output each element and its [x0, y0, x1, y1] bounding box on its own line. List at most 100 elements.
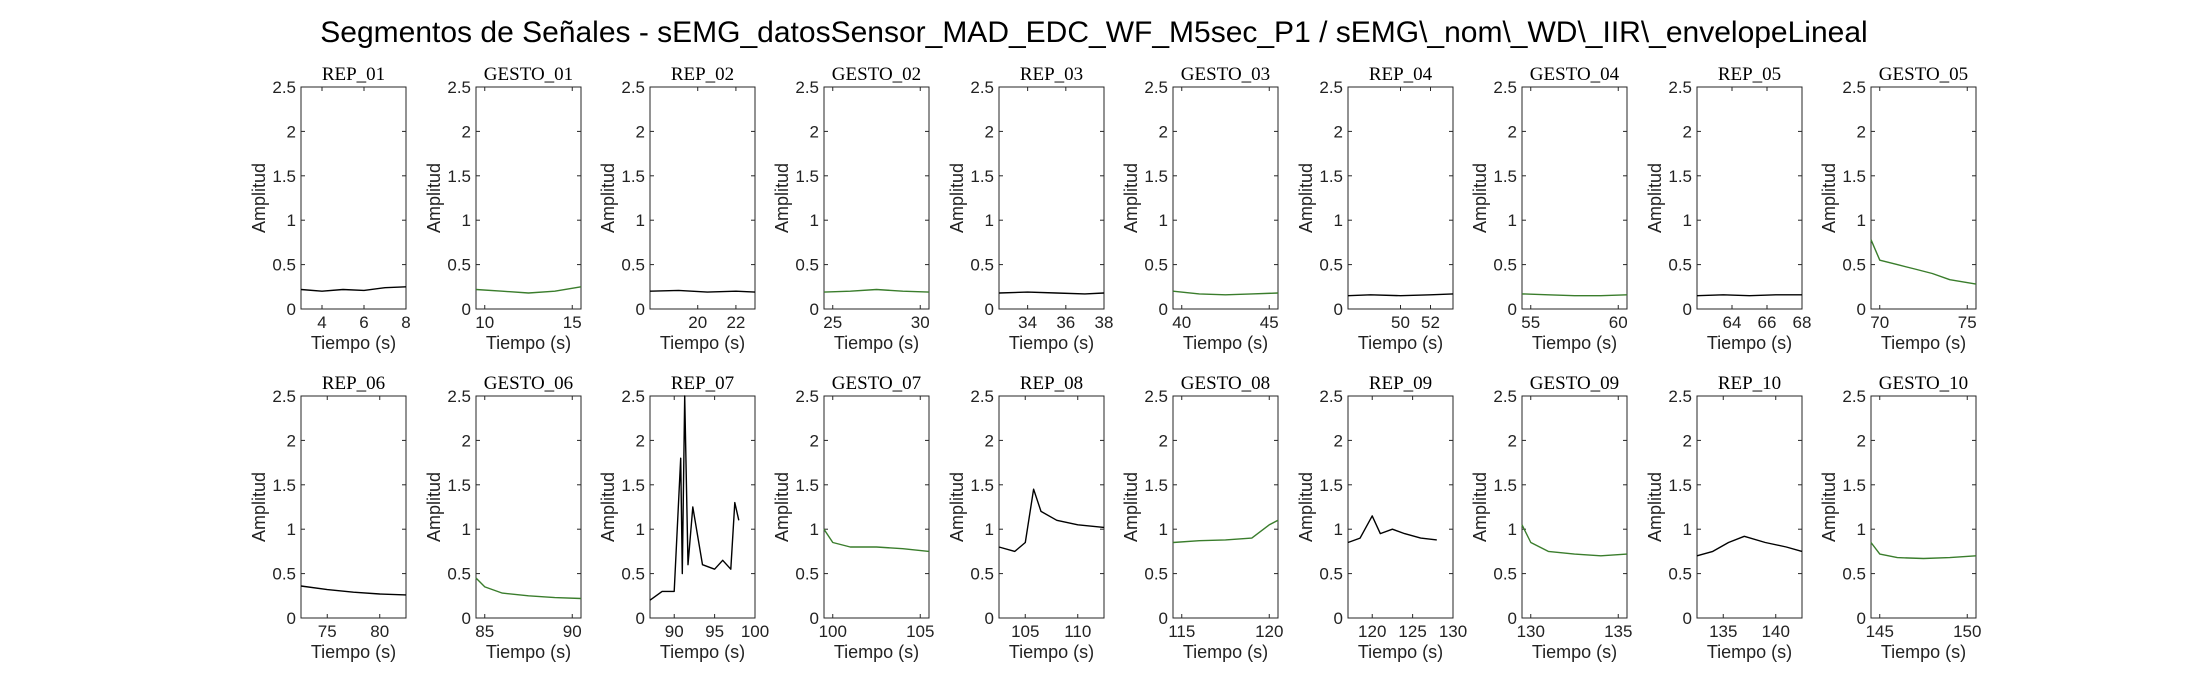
y-tick-label: 0 [1857, 300, 1866, 319]
y-tick-label: 0.5 [1319, 256, 1343, 275]
y-tick-label: 0 [462, 609, 471, 628]
axes-box [475, 395, 582, 619]
y-tick-label: 0 [287, 300, 296, 319]
y-tick-label: 0 [1334, 300, 1343, 319]
panel-title: REP_08 [1020, 373, 1083, 394]
y-tick-label: 2 [985, 122, 994, 141]
y-tick-label: 2 [636, 122, 645, 141]
y-axis-label: Amplitud [1296, 472, 1316, 542]
x-tick-label: 68 [1793, 313, 1812, 332]
y-tick-label: 0 [1334, 609, 1343, 628]
y-tick-label: 0.5 [1842, 256, 1866, 275]
x-tick-label: 150 [1953, 622, 1981, 641]
panel-title: GESTO_02 [832, 64, 921, 85]
panel-title: GESTO_07 [832, 373, 921, 394]
x-axis-label: Tiempo (s) [1532, 642, 1617, 662]
panel-title: GESTO_03 [1181, 64, 1270, 85]
x-tick-label: 38 [1095, 313, 1114, 332]
y-axis-label: Amplitud [249, 472, 269, 542]
y-tick-label: 2.5 [1319, 78, 1343, 97]
x-axis-label: Tiempo (s) [660, 642, 745, 662]
y-tick-label: 2 [1857, 122, 1866, 141]
x-tick-label: 105 [1011, 622, 1039, 641]
x-tick-label: 30 [911, 313, 930, 332]
y-tick-label: 0.5 [1319, 565, 1343, 584]
y-axis-label: Amplitud [598, 163, 618, 233]
y-tick-label: 1.5 [621, 476, 645, 495]
y-tick-label: 1 [462, 211, 471, 230]
signal-line [475, 286, 582, 294]
signal-line [1521, 293, 1628, 297]
y-tick-label: 0 [636, 609, 645, 628]
x-axis-label: Tiempo (s) [834, 642, 919, 662]
x-tick-label: 115 [1168, 622, 1195, 641]
y-tick-label: 0 [1159, 300, 1168, 319]
y-tick-label: 2 [462, 431, 471, 450]
axes-box [1696, 86, 1803, 310]
axes-box [823, 395, 930, 619]
panel-title: REP_05 [1718, 64, 1781, 85]
y-axis-label: Amplitud [424, 472, 444, 542]
y-tick-label: 1.5 [1842, 167, 1866, 186]
x-tick-label: 25 [823, 313, 842, 332]
y-axis-label: Amplitud [1121, 163, 1141, 233]
y-tick-label: 1 [1159, 211, 1168, 230]
x-axis-label: Tiempo (s) [1881, 642, 1966, 662]
x-tick-label: 95 [705, 622, 724, 641]
y-tick-label: 0.5 [970, 565, 994, 584]
x-axis-label: Tiempo (s) [660, 333, 745, 353]
y-tick-label: 2.5 [970, 78, 994, 97]
y-axis-label: Amplitud [1645, 472, 1665, 542]
y-tick-label: 0.5 [795, 565, 819, 584]
y-tick-label: 0.5 [1493, 256, 1517, 275]
y-tick-label: 2.5 [1668, 387, 1692, 406]
x-axis-label: Tiempo (s) [1358, 333, 1443, 353]
y-tick-label: 2 [1159, 122, 1168, 141]
y-tick-label: 2.5 [795, 387, 819, 406]
y-tick-label: 2 [810, 431, 819, 450]
y-axis-label: Amplitud [424, 163, 444, 233]
y-tick-label: 2.5 [1144, 387, 1168, 406]
y-tick-label: 2 [1683, 122, 1692, 141]
y-tick-label: 2.5 [1668, 78, 1692, 97]
y-tick-label: 1.5 [621, 167, 645, 186]
y-tick-label: 1 [287, 520, 296, 539]
x-tick-label: 8 [401, 313, 410, 332]
y-tick-label: 1.5 [795, 167, 819, 186]
signal-line [998, 488, 1105, 553]
x-axis-label: Tiempo (s) [1707, 642, 1792, 662]
y-tick-label: 2 [287, 122, 296, 141]
signal-line [649, 395, 740, 601]
signal-line [300, 585, 407, 596]
y-tick-label: 0 [1857, 609, 1866, 628]
signal-line [823, 528, 930, 553]
axes-box [1696, 395, 1803, 619]
y-tick-label: 1 [1508, 520, 1517, 539]
y-tick-label: 0.5 [272, 256, 296, 275]
y-tick-label: 1.5 [970, 167, 994, 186]
x-tick-label: 105 [906, 622, 934, 641]
axes-box [1870, 86, 1977, 310]
x-tick-label: 50 [1391, 313, 1410, 332]
y-tick-label: 1 [985, 211, 994, 230]
y-tick-label: 1 [636, 520, 645, 539]
panel-title: REP_10 [1718, 373, 1781, 394]
y-tick-label: 2.5 [1493, 78, 1517, 97]
x-tick-label: 52 [1421, 313, 1440, 332]
y-axis-label: Amplitud [1121, 472, 1141, 542]
panel-title: GESTO_01 [484, 64, 573, 85]
y-tick-label: 1 [810, 520, 819, 539]
x-tick-label: 22 [726, 313, 745, 332]
y-tick-label: 1.5 [1319, 167, 1343, 186]
x-axis-label: Tiempo (s) [1358, 642, 1443, 662]
axes-box [998, 86, 1105, 310]
x-tick-label: 75 [318, 622, 337, 641]
